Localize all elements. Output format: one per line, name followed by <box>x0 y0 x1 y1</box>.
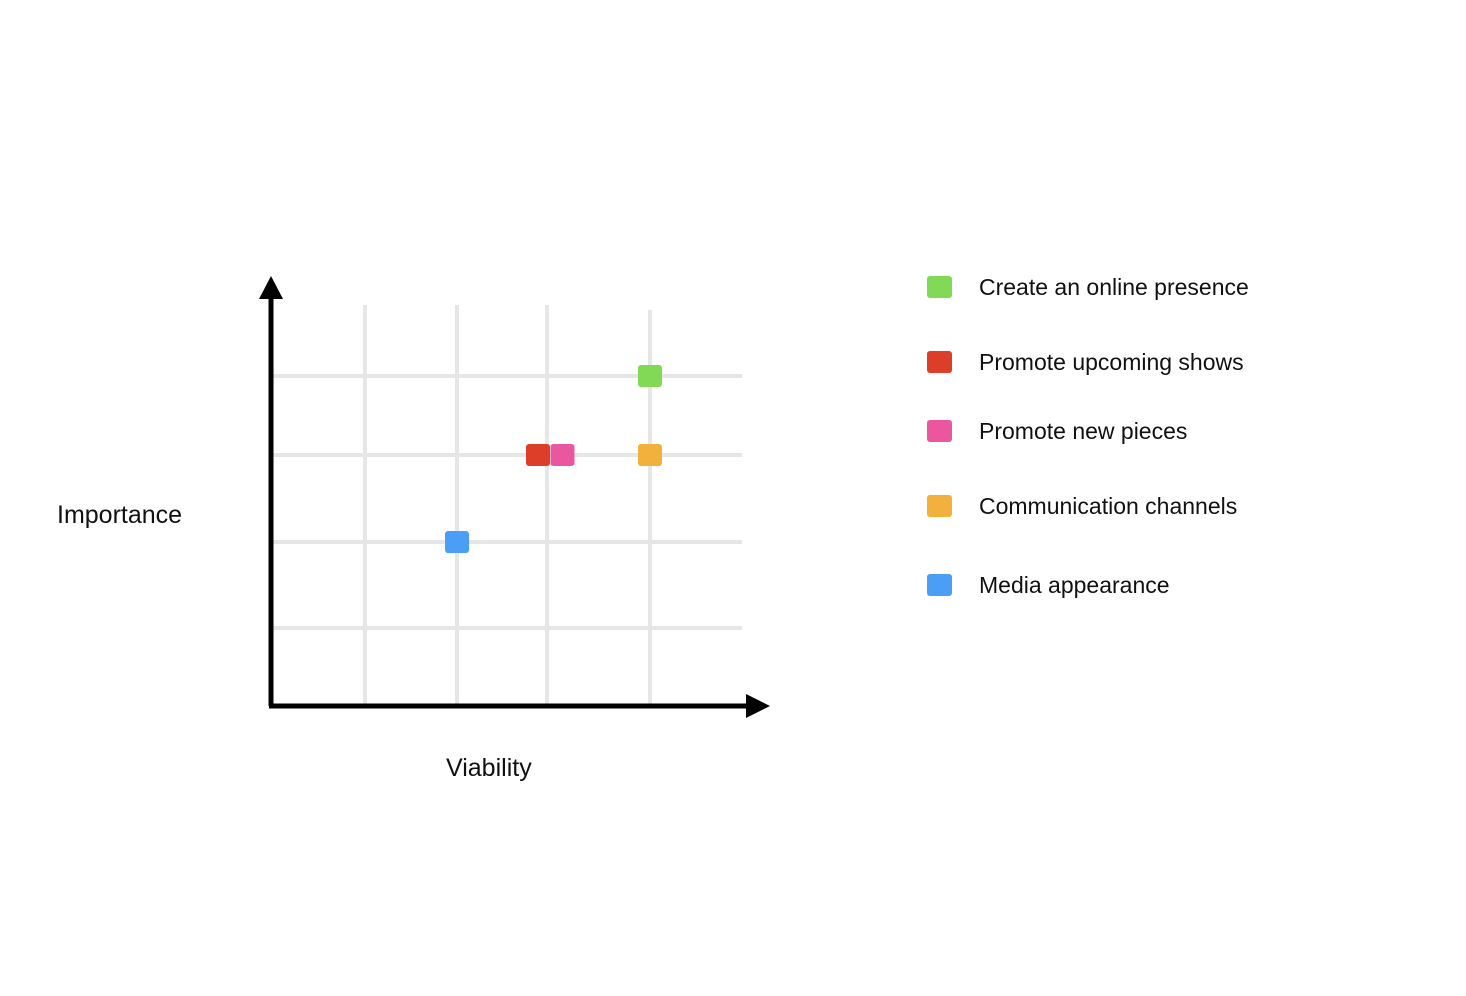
y-axis-label: Importance <box>57 501 182 529</box>
legend-item: Promote new pieces <box>927 416 1187 446</box>
legend-label: Communication channels <box>979 492 1238 519</box>
legend-swatch <box>927 351 952 373</box>
legend-item: Promote upcoming shows <box>927 347 1244 377</box>
legend: Create an online presence Promote upcomin… <box>927 0 1427 996</box>
data-point-5 <box>445 531 469 553</box>
y-axis-arrow <box>259 276 283 299</box>
x-axis-label: Viability <box>446 754 532 782</box>
data-points <box>445 365 662 553</box>
grid-lines <box>271 305 742 706</box>
legend-item: Communication channels <box>927 491 1237 521</box>
data-point-1 <box>638 365 662 387</box>
legend-label: Media appearance <box>979 571 1170 598</box>
legend-label: Create an online presence <box>979 273 1249 300</box>
legend-label: Promote new pieces <box>979 417 1188 444</box>
data-point-2 <box>526 444 550 466</box>
legend-item: Media appearance <box>927 570 1170 600</box>
legend-item: Create an online presence <box>927 272 1249 302</box>
data-point-4 <box>638 444 662 466</box>
data-point-3 <box>550 444 575 466</box>
axes <box>259 276 770 718</box>
legend-label: Promote upcoming shows <box>979 348 1244 375</box>
legend-swatch <box>927 276 952 298</box>
legend-swatch <box>927 420 952 442</box>
legend-swatch <box>927 574 952 596</box>
legend-swatch <box>927 495 952 517</box>
x-axis-arrow <box>746 694 770 718</box>
